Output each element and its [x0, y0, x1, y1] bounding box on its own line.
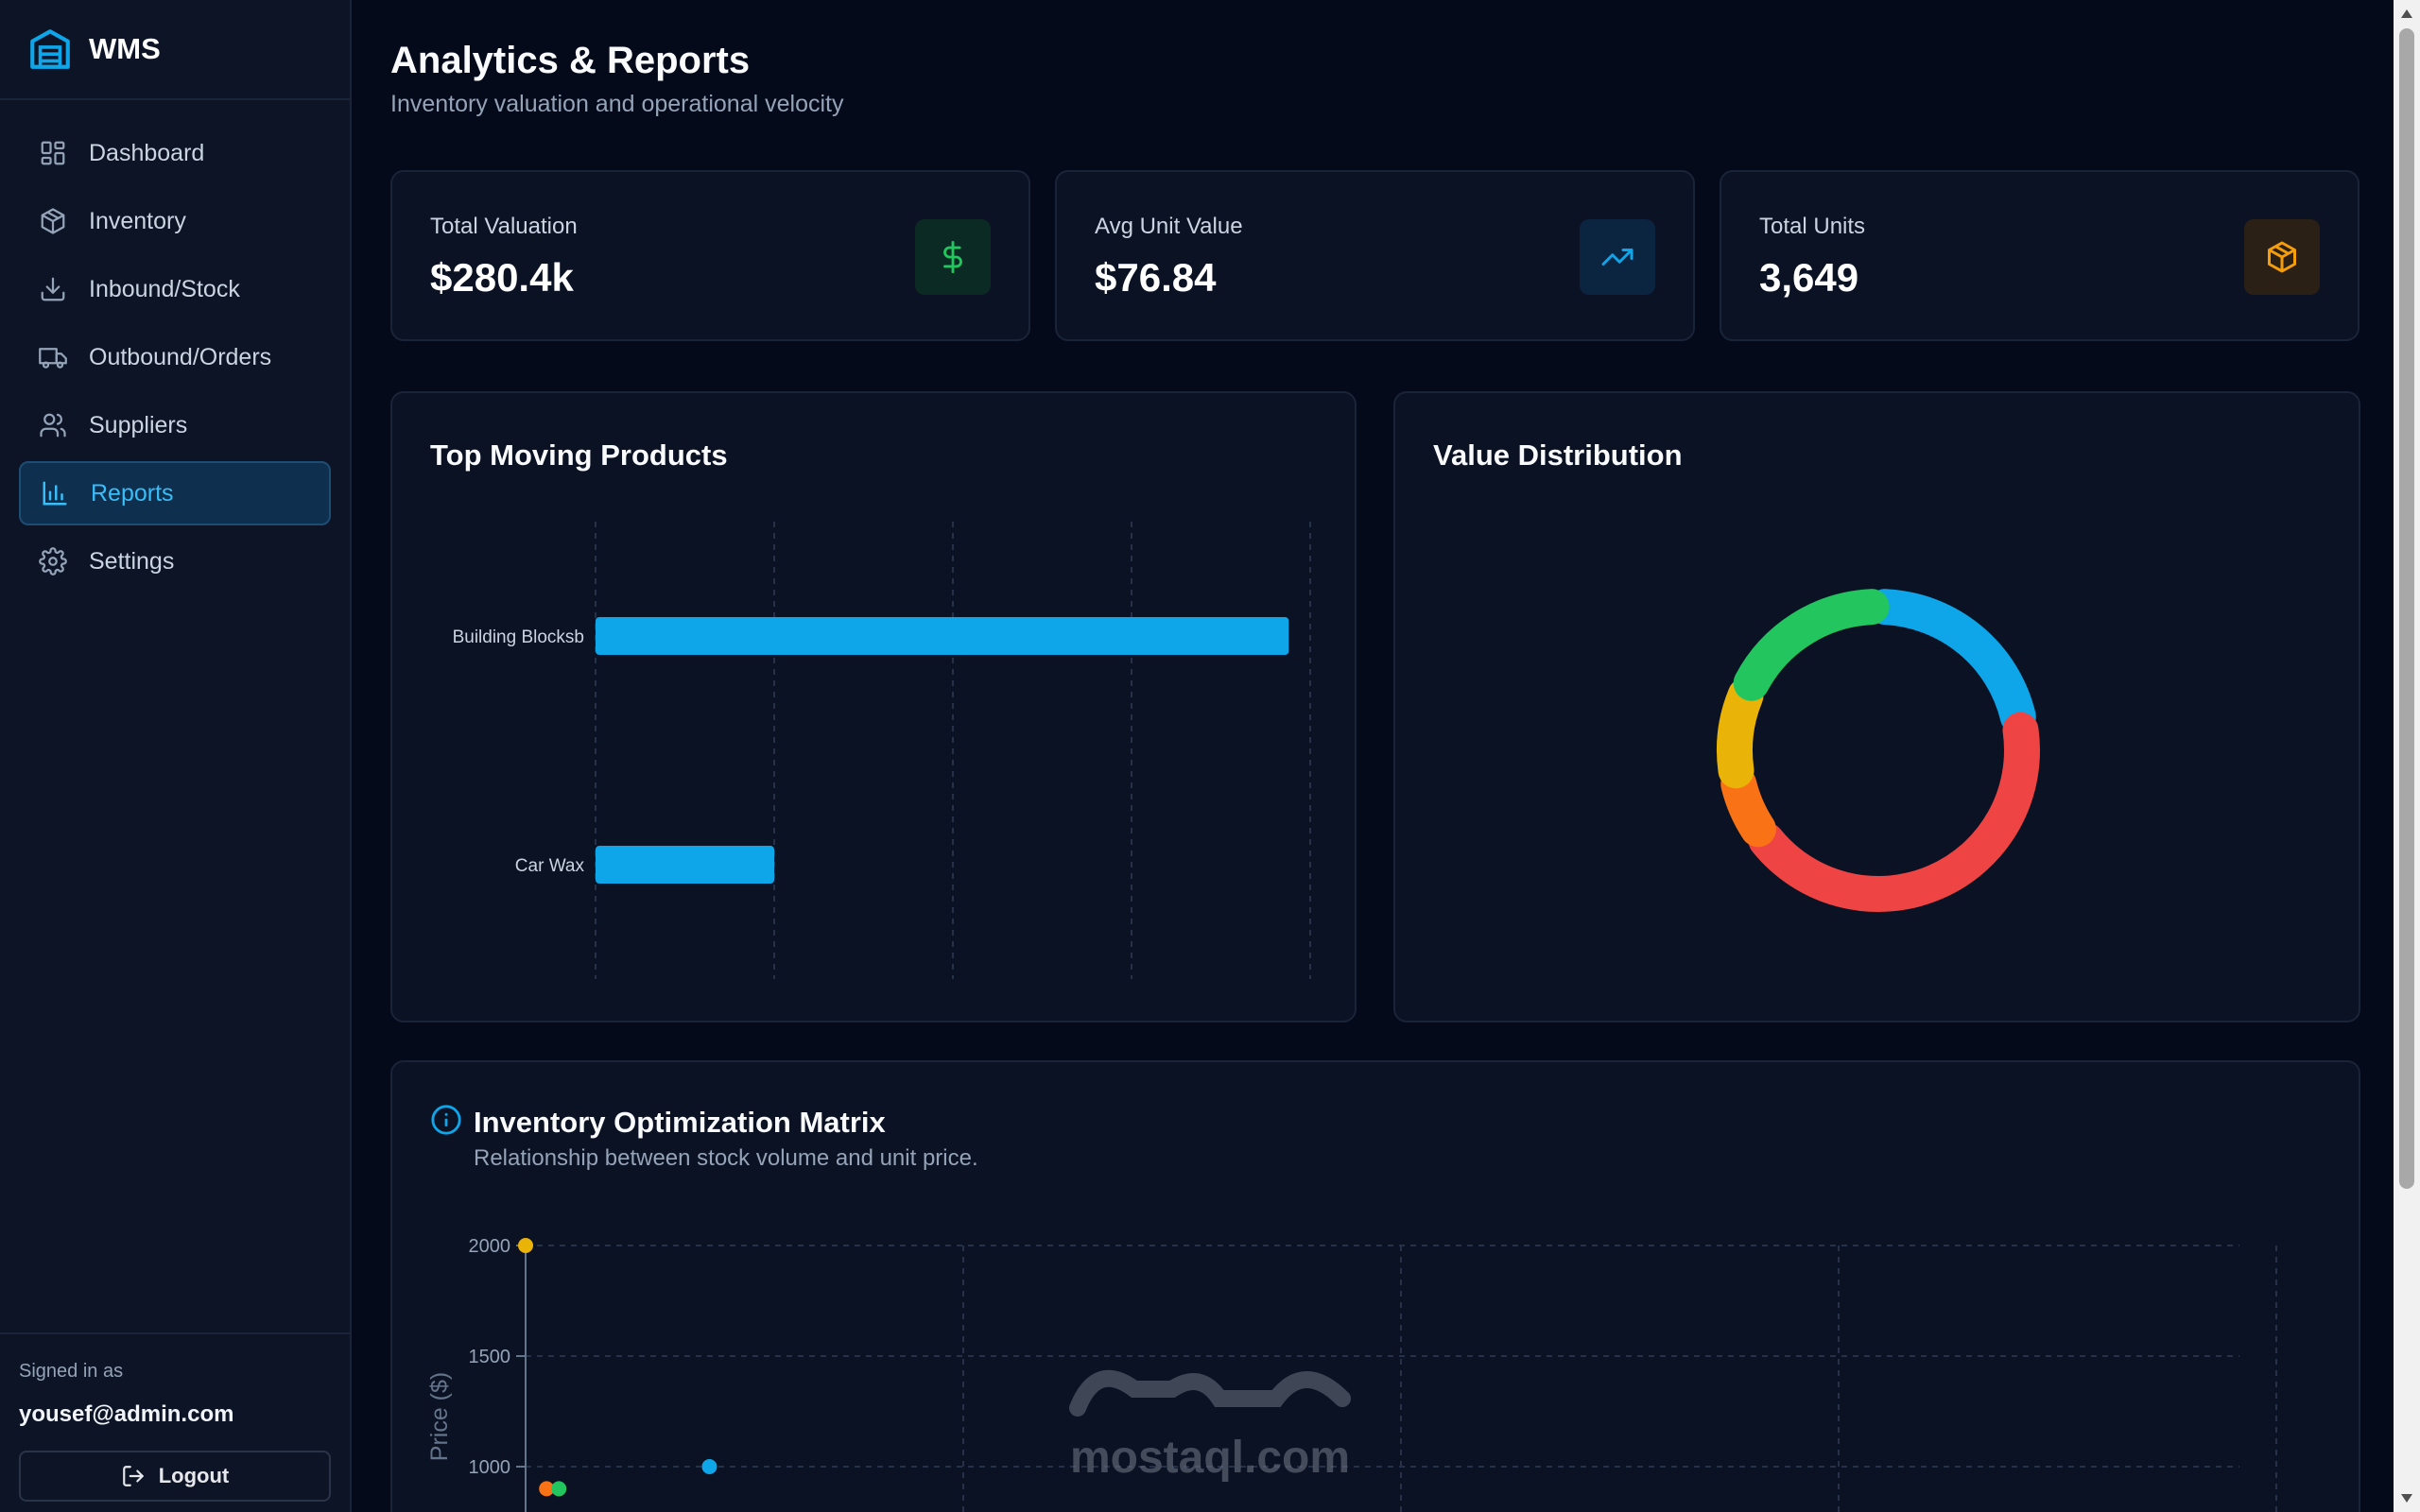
panel-title: Inventory Optimization Matrix	[474, 1106, 886, 1139]
bar-chart-icon	[40, 478, 70, 508]
stat-value: $280.4k	[430, 255, 574, 300]
scatter-point	[701, 1459, 717, 1474]
scroll-up-arrow-icon[interactable]	[2401, 9, 2412, 18]
bar-label: Car Wax	[515, 856, 585, 876]
stat-card-total-units: Total Units 3,649	[1720, 170, 2360, 341]
logout-button[interactable]: Logout	[19, 1451, 331, 1502]
scroll-down-arrow-icon[interactable]	[2401, 1494, 2412, 1503]
bar-label: Building Blocksb	[453, 627, 584, 647]
inventory-matrix-scatter-chart: 2000 1500 1000 Price ($)	[426, 1236, 2277, 1512]
sidebar-item-outbound[interactable]: Outbound/Orders	[19, 325, 331, 389]
stat-label: Total Units	[1759, 214, 1866, 239]
panel-title: Top Moving Products	[430, 438, 728, 472]
scrollbar-thumb[interactable]	[2399, 28, 2414, 1189]
stat-card-avg-unit-value: Avg Unit Value $76.84	[1055, 170, 1695, 341]
trending-up-icon	[1580, 219, 1655, 295]
sidebar-item-dashboard[interactable]: Dashboard	[19, 121, 331, 185]
dashboard-icon	[38, 138, 68, 168]
sidebar-item-label: Inbound/Stock	[89, 275, 240, 302]
value-distribution-panel: Value Distribution	[1393, 391, 2360, 1022]
sidebar-nav: Dashboard Inventory Inbound/Stock Outbou…	[0, 100, 350, 593]
dollar-icon	[915, 219, 991, 295]
sidebar-item-reports[interactable]: Reports	[19, 461, 331, 525]
sidebar-item-label: Reports	[91, 479, 174, 507]
page-scrollbar[interactable]	[2394, 0, 2420, 1512]
users-icon	[38, 410, 68, 440]
logout-label: Logout	[158, 1464, 230, 1487]
page-subtitle: Inventory valuation and operational velo…	[390, 91, 844, 117]
y-tick-label: 2000	[469, 1236, 511, 1257]
donut-slice	[1867, 589, 2036, 735]
box-icon	[38, 206, 68, 236]
user-panel: Signed in as yousef@admin.com Logout	[0, 1332, 350, 1512]
y-tick-label: 1000	[469, 1457, 511, 1478]
bar	[596, 846, 774, 884]
y-axis-label: Price ($)	[426, 1372, 453, 1461]
sidebar-item-label: Outbound/Orders	[89, 343, 272, 370]
sidebar-item-label: Inventory	[89, 207, 186, 234]
scatter-point	[551, 1481, 567, 1497]
sidebar-item-suppliers[interactable]: Suppliers	[19, 393, 331, 457]
bar	[596, 617, 1289, 655]
svg-text:mostaql.com: mostaql.com	[1070, 1433, 1350, 1483]
stat-card-total-valuation: Total Valuation $280.4k	[390, 170, 1030, 341]
donut-slice	[1720, 765, 1776, 848]
top-moving-bar-chart: Building Blocksb Car Wax	[453, 522, 1311, 979]
page-title: Analytics & Reports	[390, 40, 751, 81]
brand-title: WMS	[89, 32, 161, 65]
stat-label: Total Valuation	[430, 214, 578, 239]
panel-title: Value Distribution	[1433, 438, 1683, 472]
main-content: Analytics & Reports Inventory valuation …	[390, 0, 2360, 1512]
sidebar-item-label: Dashboard	[89, 139, 205, 166]
stat-value: $76.84	[1095, 255, 1217, 300]
info-icon	[431, 1105, 461, 1135]
top-moving-products-panel: Top Moving Products Building Blocksb Car …	[390, 391, 1357, 1022]
donut-slice	[1748, 712, 2040, 912]
inventory-matrix-panel: Inventory Optimization Matrix Relationsh…	[390, 1060, 2360, 1512]
sidebar-item-inventory[interactable]: Inventory	[19, 189, 331, 253]
brand: WMS	[0, 0, 350, 100]
sidebar-item-label: Settings	[89, 547, 175, 575]
panel-subtitle: Relationship between stock volume and un…	[474, 1145, 978, 1171]
warehouse-logo-icon	[30, 29, 70, 69]
signed-in-label: Signed in as	[19, 1361, 124, 1382]
donut-slice	[1733, 589, 1890, 701]
sidebar-item-settings[interactable]: Settings	[19, 529, 331, 593]
donut-slice	[1717, 677, 1764, 789]
download-icon	[38, 274, 68, 304]
scatter-point	[518, 1238, 533, 1253]
gear-icon	[38, 546, 68, 576]
stat-value: 3,649	[1759, 255, 1859, 300]
watermark-logo: mostaql.com	[1069, 1369, 1351, 1483]
sidebar: WMS Dashboard Inventory Inbound/Stock Ou…	[0, 0, 352, 1512]
truck-icon	[38, 342, 68, 372]
user-email: yousef@admin.com	[19, 1401, 234, 1427]
y-tick-label: 1500	[469, 1347, 511, 1367]
sidebar-item-inbound[interactable]: Inbound/Stock	[19, 257, 331, 321]
logout-icon	[122, 1466, 144, 1486]
scatter-point	[539, 1481, 555, 1497]
sidebar-item-label: Suppliers	[89, 411, 188, 438]
cube-icon	[2244, 219, 2320, 295]
value-distribution-donut-chart	[1717, 589, 2040, 912]
stat-label: Avg Unit Value	[1095, 214, 1243, 239]
